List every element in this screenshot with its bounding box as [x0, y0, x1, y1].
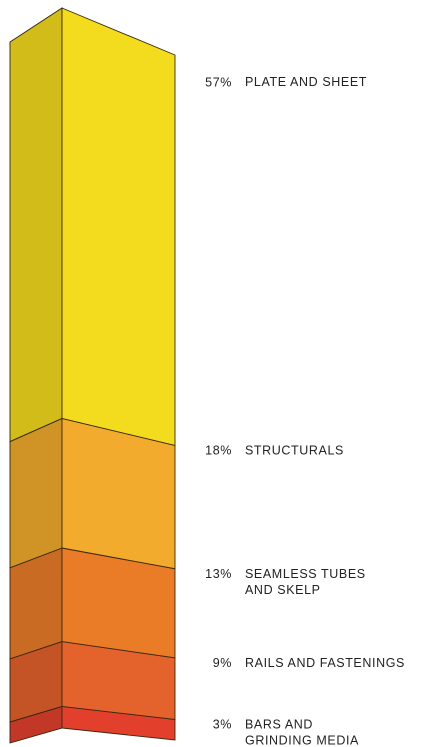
- percent-label: 9%: [213, 656, 232, 670]
- percent-label: 18%: [205, 444, 232, 458]
- segment-name: PLATE AND SHEET: [245, 75, 367, 89]
- segment-name: BARS AND GRINDING MEDIA: [245, 718, 359, 747]
- segment-front: [61, 7, 176, 447]
- percent-label: 3%: [213, 718, 232, 732]
- segment-side: [9, 7, 63, 443]
- percent-label: 57%: [205, 75, 232, 89]
- segment-name: SEAMLESS TUBES AND SKELP: [245, 567, 366, 597]
- segment-name: STRUCTURALS: [245, 444, 344, 458]
- segment-name: RAILS AND FASTENINGS: [245, 656, 405, 670]
- percent-label: 13%: [205, 567, 232, 581]
- segment-side: [9, 417, 63, 569]
